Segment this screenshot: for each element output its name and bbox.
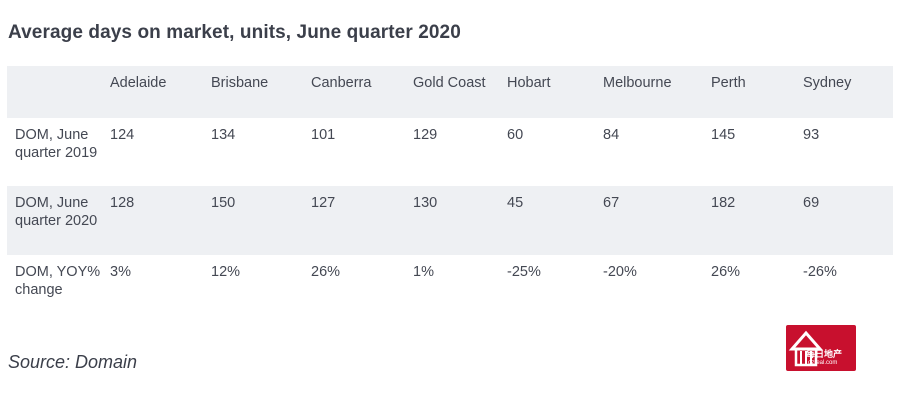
table-cell: 67 [603, 195, 620, 211]
table-cell: 45 [507, 195, 524, 211]
column-header-perth: Perth [711, 75, 746, 91]
column-header-hobart: Hobart [507, 75, 551, 91]
table-row: DOM, YOY% change 3% 12% 26% 1% -25% -20%… [7, 255, 893, 317]
table-cell: 129 [413, 127, 438, 143]
table-cell: 12% [211, 264, 241, 280]
table-cell: 145 [711, 127, 736, 143]
table-row: DOM, June quarter 2020 128 150 127 130 4… [7, 186, 893, 255]
table-cell: -26% [803, 264, 837, 280]
table-cell: 60 [507, 127, 524, 143]
table-cell: 101 [311, 127, 336, 143]
table-cell: 69 [803, 195, 820, 211]
watermark-logo: 每日地产 ozreal.com [786, 325, 856, 371]
column-header-brisbane: Brisbane [211, 75, 269, 91]
table-cell: 3% [110, 264, 131, 280]
table-cell: 84 [603, 127, 620, 143]
table-cell: 182 [711, 195, 736, 211]
table-cell: -20% [603, 264, 637, 280]
table-cell: 134 [211, 127, 236, 143]
table-row: DOM, June quarter 2019 124 134 101 129 6… [7, 118, 893, 186]
table-cell: 26% [311, 264, 341, 280]
column-header-melbourne: Melbourne [603, 75, 672, 91]
table-cell: 93 [803, 127, 820, 143]
table-cell: -25% [507, 264, 541, 280]
column-header-sydney: Sydney [803, 75, 852, 91]
column-header-gold-coast: Gold Coast [413, 75, 486, 91]
logo-subtext: ozreal.com [808, 360, 838, 366]
table-cell: 150 [211, 195, 236, 211]
table-cell: 124 [110, 127, 135, 143]
table-cell: 128 [110, 195, 135, 211]
house-logo-icon [788, 330, 824, 367]
logo-text: 每日地产 [806, 349, 843, 359]
table-cell: 130 [413, 195, 438, 211]
row-label: DOM, June quarter 2020 [15, 195, 98, 229]
data-table: Adelaide Brisbane Canberra Gold Coast Ho… [7, 66, 893, 317]
table-cell: 1% [413, 264, 434, 280]
table-cell: 26% [711, 264, 741, 280]
row-label: DOM, YOY% change [15, 264, 101, 298]
table-title: Average days on market, units, June quar… [8, 22, 461, 43]
row-label: DOM, June quarter 2019 [15, 127, 98, 161]
column-header-adelaide: Adelaide [110, 75, 167, 91]
table-cell: 127 [311, 195, 336, 211]
table-header-row: Adelaide Brisbane Canberra Gold Coast Ho… [7, 66, 893, 118]
column-header-canberra: Canberra [311, 75, 372, 91]
source-note: Source: Domain [8, 352, 138, 372]
